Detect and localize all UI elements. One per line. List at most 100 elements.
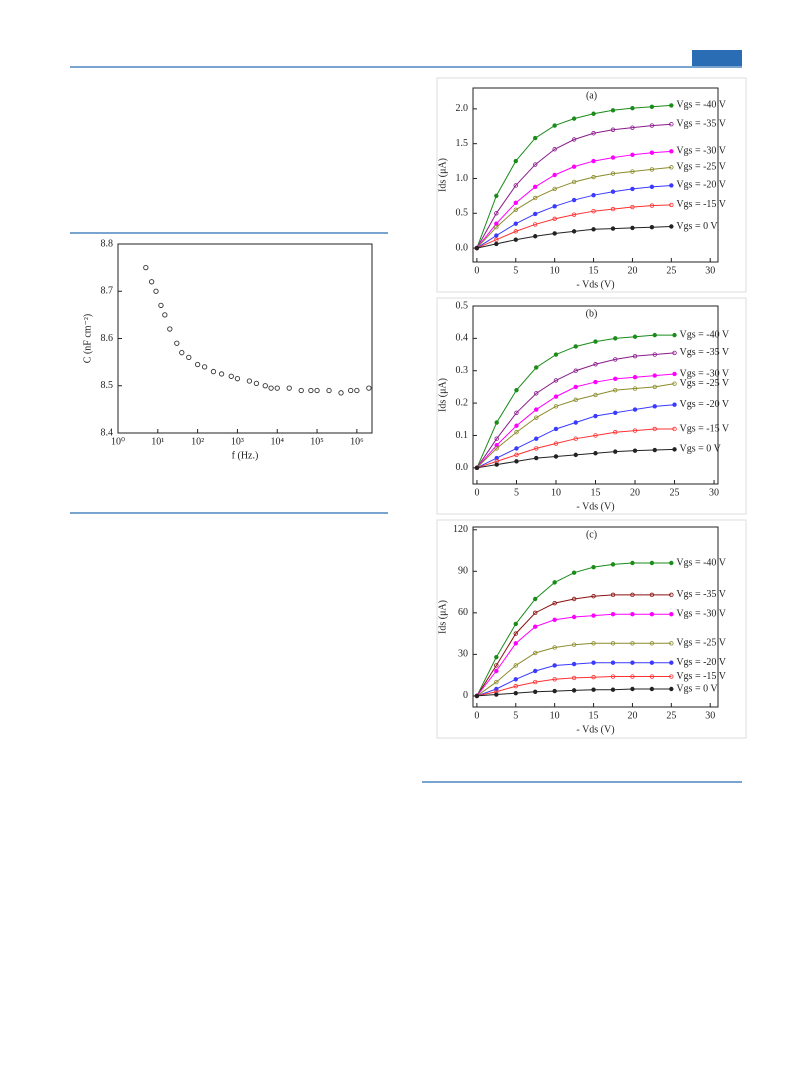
data-point xyxy=(494,692,499,697)
y-axis-label: Ids (μA) xyxy=(437,378,448,412)
series-label: Vgs = 0 V xyxy=(676,683,718,694)
data-point xyxy=(514,410,519,415)
data-point xyxy=(314,387,320,394)
data-point xyxy=(630,674,635,679)
data-point xyxy=(613,376,618,382)
data-point xyxy=(514,430,519,435)
data-point xyxy=(652,332,657,338)
data-point xyxy=(253,380,260,387)
data-point xyxy=(591,158,596,164)
x-axis-label: - Vds (V) xyxy=(576,279,614,290)
x-tick-label: 30 xyxy=(705,265,715,276)
data-point xyxy=(513,690,518,696)
data-point xyxy=(593,413,598,419)
data-point xyxy=(610,660,616,665)
data-point xyxy=(553,352,559,357)
data-point xyxy=(630,225,635,231)
data-point xyxy=(474,693,480,699)
x-tick-label: 10⁶ xyxy=(350,436,364,447)
data-point xyxy=(649,203,655,208)
data-point xyxy=(630,641,635,646)
data-point xyxy=(552,147,557,152)
data-point xyxy=(669,121,674,127)
series-line xyxy=(476,594,672,697)
data-point xyxy=(613,336,618,341)
data-point xyxy=(613,357,618,362)
data-point xyxy=(573,344,578,349)
x-axis-label: - Vds (V) xyxy=(576,501,614,512)
series-label: Vgs = -35 V xyxy=(676,589,726,600)
data-point xyxy=(630,186,635,192)
series-label: Vgs = -15 V xyxy=(680,423,730,434)
series-label: Vgs = -40 V xyxy=(676,100,726,111)
data-point xyxy=(234,376,241,382)
data-point xyxy=(552,216,557,222)
data-point xyxy=(494,221,499,226)
data-point xyxy=(474,245,480,251)
figure-frame xyxy=(436,77,747,293)
series-line xyxy=(476,383,675,469)
data-point xyxy=(591,687,596,692)
x-tick-label: 10¹ xyxy=(151,436,164,447)
data-point xyxy=(571,229,577,234)
data-point xyxy=(672,447,677,452)
data-point xyxy=(649,560,655,566)
series-label: Vgs = -40 V xyxy=(680,329,730,340)
data-point xyxy=(669,183,674,188)
data-point xyxy=(513,641,518,646)
data-point xyxy=(534,415,539,420)
data-point xyxy=(672,332,677,338)
data-point xyxy=(143,264,149,271)
data-point xyxy=(591,613,596,618)
data-point xyxy=(613,387,618,393)
data-point xyxy=(268,385,274,391)
series-label: Vgs = 0 V xyxy=(680,444,722,455)
data-point xyxy=(610,189,616,194)
data-point xyxy=(552,186,557,192)
chart-title: (b) xyxy=(586,308,598,319)
x-tick-label: 15 xyxy=(591,487,601,498)
data-point xyxy=(669,202,674,208)
data-point xyxy=(672,350,677,356)
chart-title: (a) xyxy=(586,90,597,101)
data-point xyxy=(513,684,518,689)
data-point xyxy=(153,288,159,294)
data-point xyxy=(514,452,519,458)
data-point xyxy=(553,454,559,459)
y-tick-label: 0.5 xyxy=(456,208,469,219)
x-tick-label: 10 xyxy=(550,265,560,276)
data-point xyxy=(649,641,655,646)
data-point xyxy=(513,183,518,188)
x-tick-label: 15 xyxy=(589,710,599,721)
data-point xyxy=(652,447,657,453)
data-point xyxy=(669,612,674,617)
data-point xyxy=(533,234,538,239)
series-label: Vgs = -20 V xyxy=(680,399,730,410)
data-point xyxy=(534,391,539,396)
x-tick-label: 0 xyxy=(474,710,479,721)
data-point xyxy=(571,596,577,602)
y-tick-label: 1.0 xyxy=(456,173,469,184)
data-point xyxy=(534,455,539,461)
data-point xyxy=(553,404,559,409)
data-point xyxy=(573,397,578,403)
data-point xyxy=(652,384,657,390)
y-tick-label: 0.4 xyxy=(456,333,469,344)
data-point xyxy=(630,152,635,158)
data-point xyxy=(632,428,638,433)
data-point xyxy=(348,387,354,394)
x-tick-label: 5 xyxy=(513,265,518,276)
data-point xyxy=(210,368,217,375)
data-point xyxy=(553,394,559,399)
data-point xyxy=(494,462,499,467)
data-point xyxy=(514,423,519,428)
data-point xyxy=(591,192,596,198)
data-point xyxy=(630,105,635,111)
data-point xyxy=(630,660,635,665)
x-tick-label: 10 xyxy=(550,710,560,721)
data-point xyxy=(610,226,616,231)
series-line xyxy=(476,352,675,469)
x-tick-label: 20 xyxy=(627,265,637,276)
x-tick-label: 15 xyxy=(589,265,599,276)
